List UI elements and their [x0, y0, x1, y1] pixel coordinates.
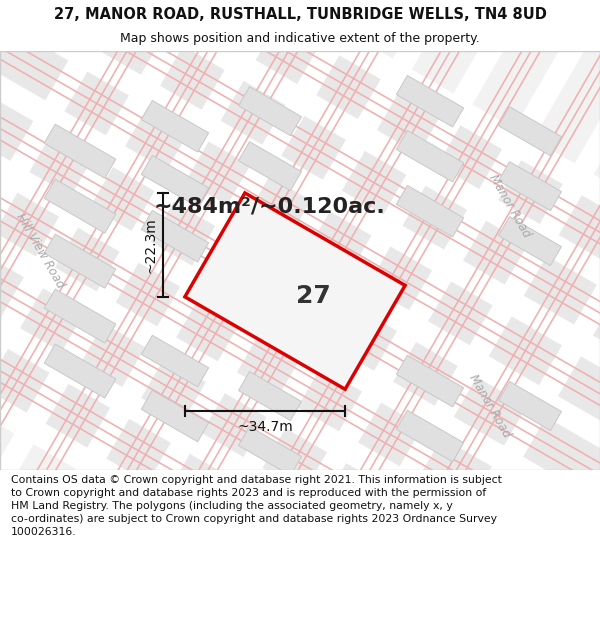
Text: ~484m²/~0.120ac.: ~484m²/~0.120ac.	[154, 196, 386, 216]
Polygon shape	[44, 124, 116, 178]
Polygon shape	[185, 193, 405, 389]
Polygon shape	[57, 0, 600, 625]
Polygon shape	[397, 76, 464, 127]
Polygon shape	[239, 142, 301, 191]
Text: Hill View Road: Hill View Road	[13, 211, 67, 291]
Polygon shape	[0, 31, 600, 625]
Polygon shape	[83, 0, 600, 625]
Polygon shape	[239, 371, 301, 421]
Polygon shape	[397, 186, 464, 237]
Polygon shape	[0, 14, 600, 625]
Text: Manor Road: Manor Road	[487, 173, 533, 240]
Polygon shape	[499, 107, 562, 156]
Polygon shape	[239, 87, 301, 136]
Polygon shape	[142, 335, 209, 387]
Polygon shape	[44, 234, 116, 288]
Polygon shape	[397, 410, 464, 462]
Polygon shape	[0, 0, 523, 625]
Polygon shape	[44, 289, 116, 343]
Polygon shape	[0, 0, 537, 625]
Polygon shape	[0, 0, 600, 569]
Polygon shape	[0, 0, 600, 584]
Text: 27: 27	[296, 284, 331, 308]
Text: ~22.3m: ~22.3m	[144, 217, 158, 272]
Text: Manor Road: Manor Road	[467, 372, 514, 440]
Polygon shape	[0, 0, 569, 625]
Polygon shape	[14, 0, 600, 625]
Polygon shape	[0, 22, 600, 625]
Polygon shape	[44, 344, 116, 398]
Polygon shape	[0, 0, 530, 625]
Polygon shape	[499, 162, 562, 211]
Text: Map shows position and indicative extent of the property.: Map shows position and indicative extent…	[120, 32, 480, 45]
Polygon shape	[499, 217, 562, 266]
Polygon shape	[142, 156, 209, 207]
Polygon shape	[0, 0, 508, 625]
Polygon shape	[0, 0, 584, 625]
Polygon shape	[239, 426, 301, 476]
Polygon shape	[0, 0, 600, 600]
Polygon shape	[0, 0, 600, 560]
Polygon shape	[44, 179, 116, 233]
Polygon shape	[397, 355, 464, 407]
Polygon shape	[64, 0, 600, 625]
Polygon shape	[397, 131, 464, 182]
Polygon shape	[0, 43, 600, 625]
Text: Contains OS data © Crown copyright and database right 2021. This information is : Contains OS data © Crown copyright and d…	[11, 474, 502, 538]
Text: ~34.7m: ~34.7m	[237, 420, 293, 434]
Polygon shape	[50, 0, 600, 625]
Polygon shape	[0, 0, 600, 551]
Polygon shape	[0, 0, 600, 539]
Polygon shape	[499, 381, 562, 431]
Polygon shape	[142, 211, 209, 262]
Polygon shape	[142, 101, 209, 152]
Polygon shape	[0, 0, 600, 612]
Polygon shape	[142, 390, 209, 442]
